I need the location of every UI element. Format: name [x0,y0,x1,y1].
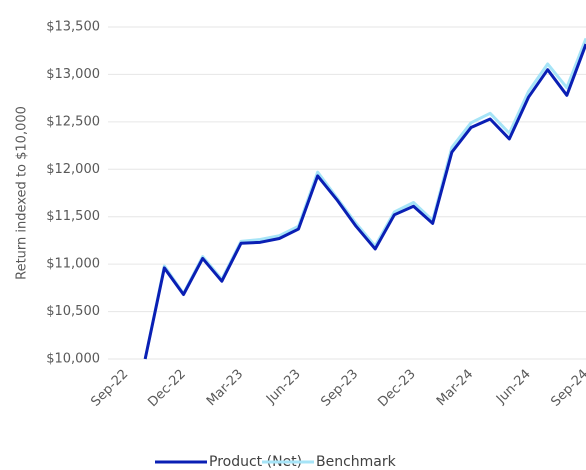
x-tick-label: Dec-23 [375,367,418,410]
y-tick-label: $12,000 [46,162,100,177]
x-tick-label: Sep-24 [548,367,586,410]
x-tick-label: Jun-24 [493,367,534,408]
x-tick-label: Jun-23 [263,367,304,408]
x-tick-label: Sep-23 [318,367,361,410]
series-line [143,37,586,360]
y-tick-label: $11,500 [46,209,100,224]
y-tick-label: $13,000 [46,67,100,82]
y-tick-label: $10,500 [46,304,100,319]
legend-label: Benchmark [316,454,397,470]
x-tick-label: Mar-24 [434,367,476,409]
y-tick-label: $12,500 [46,114,100,129]
x-tick-label: Sep-22 [88,367,131,410]
y-axis-label: Return indexed to $10,000 [15,106,30,280]
y-tick-label: $11,000 [46,257,100,272]
x-tick-label: Dec-22 [145,367,188,410]
series-line [143,43,586,360]
x-tick-label: Mar-23 [204,367,246,409]
y-tick-label: $13,500 [46,20,100,35]
legend-label: Product (Net) [209,454,302,470]
y-tick-label: $10,000 [46,352,100,367]
